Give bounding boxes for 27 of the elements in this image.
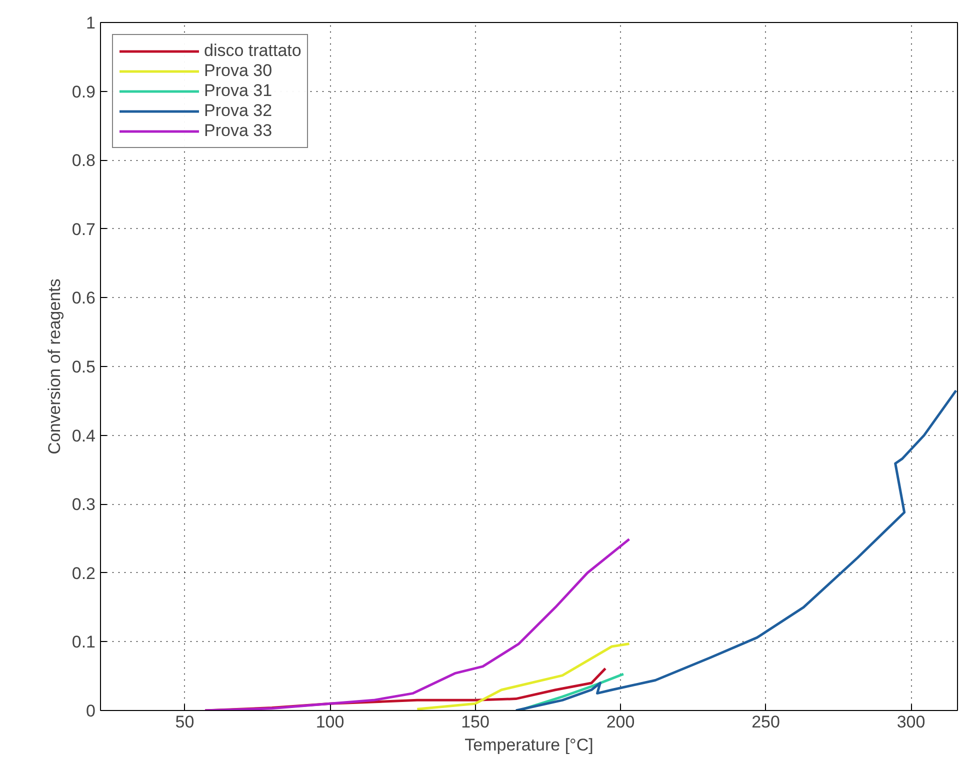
- y-tick-label: 0.2: [72, 564, 96, 583]
- y-tick-label: 1: [86, 14, 96, 32]
- legend-label: Prova 31: [204, 81, 272, 101]
- x-tick-label: 150: [461, 712, 490, 732]
- y-tick-label: 0.5: [72, 358, 96, 376]
- line-series: [204, 538, 630, 710]
- x-tick-label: 300: [896, 712, 926, 732]
- y-tick-label: 0.9: [72, 82, 96, 102]
- x-tick-label: 250: [752, 712, 780, 732]
- x-tick-label: 100: [316, 712, 344, 732]
- y-tick-label: 0.8: [72, 151, 96, 170]
- y-tick-label: 0.7: [72, 220, 96, 239]
- y-axis-title: Conversion of reagents: [44, 278, 64, 454]
- line-series: [514, 389, 958, 710]
- y-tick-label: 0: [86, 702, 96, 720]
- y-tick-label: 0.1: [72, 632, 96, 652]
- y-tick-label: 0.3: [72, 495, 96, 514]
- y-tick-label: 0.4: [72, 426, 96, 446]
- legend-label: Prova 30: [204, 61, 272, 81]
- legend-label: disco trattato: [204, 41, 302, 61]
- x-tick-label: 50: [175, 712, 194, 732]
- line-series: [416, 642, 630, 710]
- legend-label: Prova 33: [204, 121, 272, 141]
- x-tick-label: 200: [606, 712, 635, 732]
- legend-label: Prova 32: [204, 101, 272, 121]
- y-tick-label: 0.6: [72, 288, 96, 308]
- x-axis-title: Temperature [°C]: [464, 736, 594, 754]
